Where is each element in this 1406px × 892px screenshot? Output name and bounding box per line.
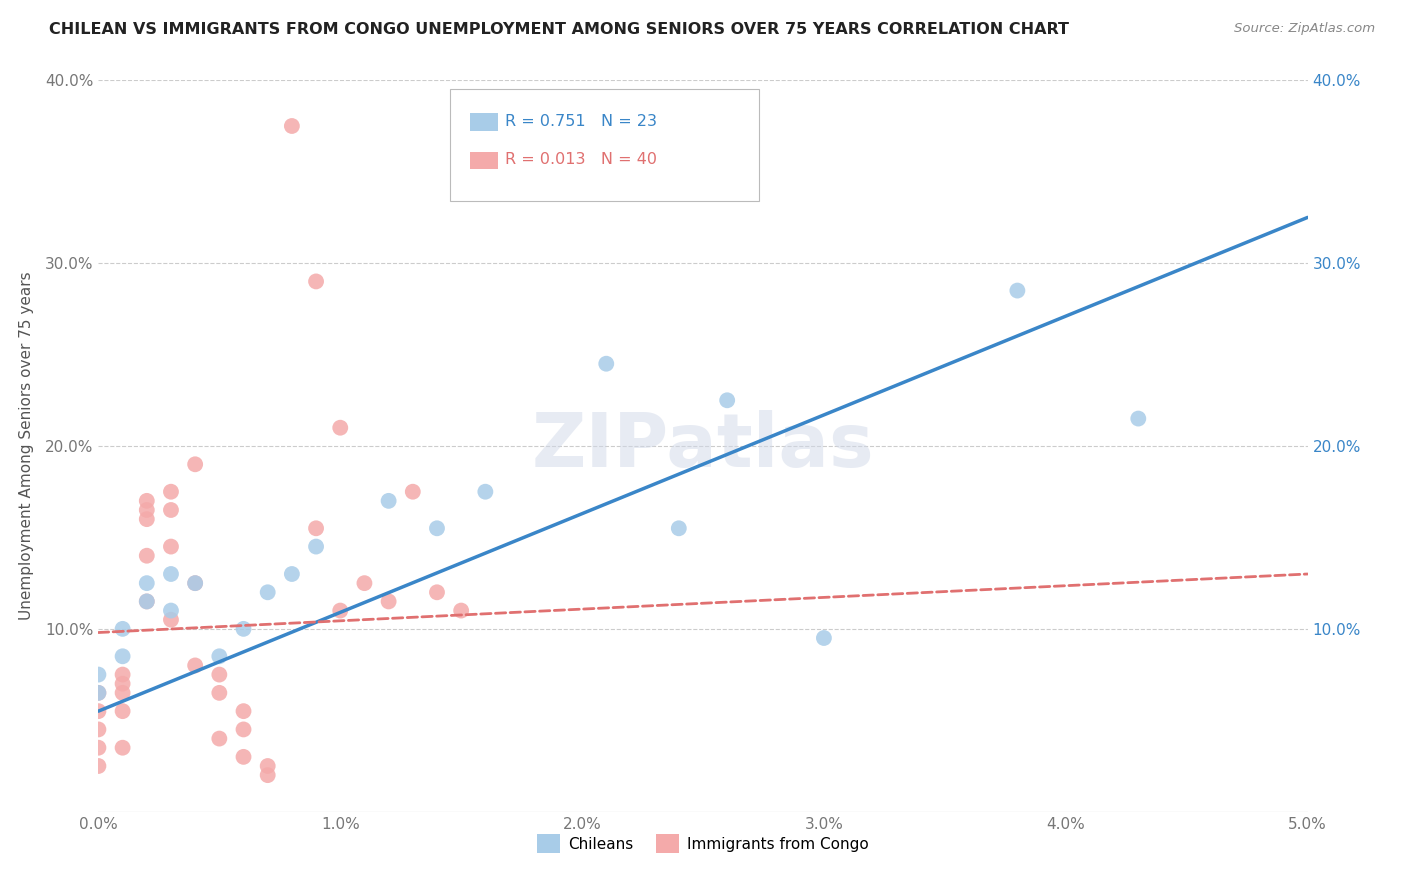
Point: [111, 740, 134, 755]
Point: [305, 521, 328, 535]
Point: [668, 521, 690, 535]
Point: [135, 494, 157, 508]
Y-axis label: Unemployment Among Seniors over 75 years: Unemployment Among Seniors over 75 years: [18, 272, 34, 620]
Point: [87, 686, 110, 700]
Point: [184, 457, 207, 471]
Point: [1007, 284, 1029, 298]
Point: [184, 576, 207, 591]
Point: [208, 686, 231, 700]
Point: [135, 549, 157, 563]
Point: [184, 576, 207, 591]
Point: [160, 613, 183, 627]
Point: [232, 704, 254, 718]
Text: Source: ZipAtlas.com: Source: ZipAtlas.com: [1234, 22, 1375, 36]
Point: [87, 667, 110, 681]
Point: [256, 768, 278, 782]
Point: [377, 494, 399, 508]
Point: [135, 576, 157, 591]
Point: [111, 686, 134, 700]
Point: [87, 704, 110, 718]
Point: [135, 594, 157, 608]
Point: [160, 540, 183, 554]
Point: [256, 759, 278, 773]
Point: [111, 704, 134, 718]
Point: [135, 512, 157, 526]
Point: [474, 484, 496, 499]
Point: [87, 686, 110, 700]
Point: [87, 759, 110, 773]
Point: [111, 649, 134, 664]
Point: [232, 749, 254, 764]
Text: R = 0.751   N = 23: R = 0.751 N = 23: [505, 114, 657, 128]
Point: [402, 484, 425, 499]
Point: [160, 484, 183, 499]
Point: [160, 567, 183, 582]
Point: [305, 540, 328, 554]
Text: CHILEAN VS IMMIGRANTS FROM CONGO UNEMPLOYMENT AMONG SENIORS OVER 75 YEARS CORREL: CHILEAN VS IMMIGRANTS FROM CONGO UNEMPLO…: [49, 22, 1069, 37]
Point: [87, 723, 110, 737]
Point: [111, 676, 134, 690]
Point: [256, 585, 278, 599]
Point: [353, 576, 375, 591]
Point: [281, 567, 304, 582]
Point: [87, 740, 110, 755]
Point: [716, 393, 738, 408]
Legend: Chileans, Immigrants from Congo: Chileans, Immigrants from Congo: [531, 828, 875, 859]
Point: [208, 667, 231, 681]
Text: R = 0.013   N = 40: R = 0.013 N = 40: [505, 153, 657, 167]
Point: [232, 622, 254, 636]
Point: [329, 421, 352, 435]
Point: [426, 585, 449, 599]
Point: [377, 594, 399, 608]
Point: [426, 521, 449, 535]
Point: [329, 603, 352, 617]
Point: [450, 603, 472, 617]
Point: [135, 594, 157, 608]
Point: [208, 649, 231, 664]
Point: [281, 119, 304, 133]
Point: [208, 731, 231, 746]
Point: [111, 667, 134, 681]
Point: [305, 275, 328, 289]
Point: [595, 357, 617, 371]
Point: [813, 631, 835, 645]
Point: [135, 503, 157, 517]
Point: [111, 622, 134, 636]
Point: [160, 603, 183, 617]
Point: [232, 723, 254, 737]
Point: [1128, 411, 1150, 425]
Point: [184, 658, 207, 673]
Point: [160, 503, 183, 517]
Text: ZIPatlas: ZIPatlas: [531, 409, 875, 483]
